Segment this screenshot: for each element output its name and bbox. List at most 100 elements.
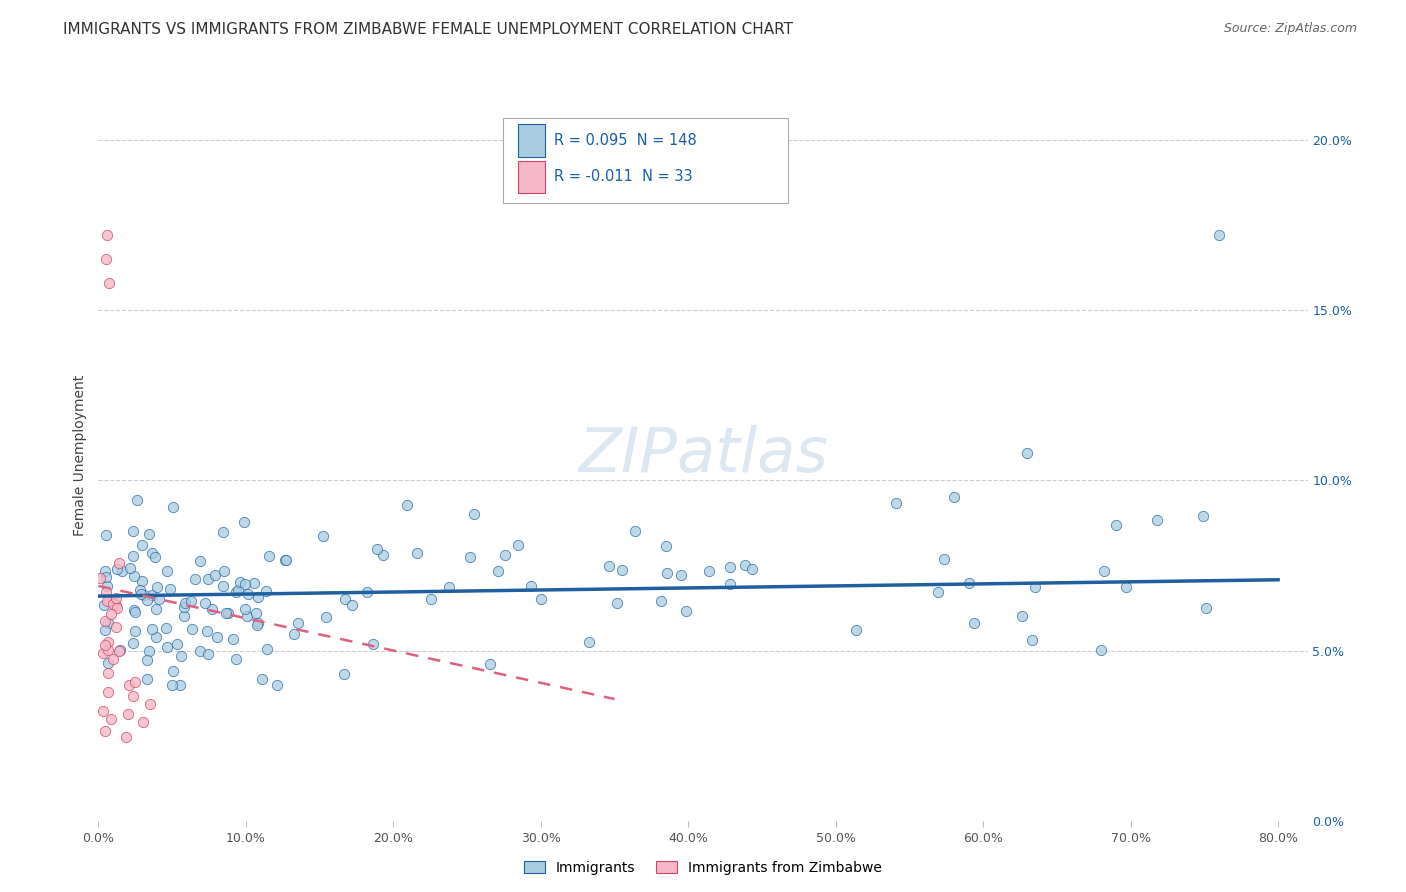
Point xyxy=(188,554,211,568)
Point xyxy=(283,627,305,641)
Point xyxy=(122,569,145,583)
Text: IMMIGRANTS VS IMMIGRANTS FROM ZIMBABWE FEMALE UNEMPLOYMENT CORRELATION CHART: IMMIGRANTS VS IMMIGRANTS FROM ZIMBABWE F… xyxy=(63,22,793,37)
Point xyxy=(169,677,191,691)
Point xyxy=(94,570,117,584)
Point xyxy=(962,616,984,631)
Point xyxy=(266,677,288,691)
Point xyxy=(131,587,153,601)
Point xyxy=(96,594,118,608)
Point xyxy=(1011,608,1033,623)
FancyBboxPatch shape xyxy=(517,161,544,194)
Point xyxy=(257,549,280,563)
Point xyxy=(105,601,128,615)
Point xyxy=(655,566,678,581)
Point xyxy=(366,542,388,557)
Point xyxy=(610,563,633,577)
Point xyxy=(247,615,270,630)
Text: R = -0.011  N = 33: R = -0.011 N = 33 xyxy=(554,169,693,185)
Point xyxy=(486,564,509,578)
Point xyxy=(162,664,184,678)
Point xyxy=(250,672,273,686)
Point xyxy=(197,648,219,662)
Point xyxy=(246,618,269,632)
Point xyxy=(131,714,153,729)
Point xyxy=(145,601,167,615)
Point xyxy=(180,593,202,607)
Point xyxy=(136,592,159,607)
Point xyxy=(420,591,443,606)
Point xyxy=(215,606,238,620)
Point xyxy=(117,706,139,721)
Point xyxy=(173,599,195,614)
Point xyxy=(122,636,145,650)
Point xyxy=(1146,513,1168,527)
Point xyxy=(578,635,600,649)
Point xyxy=(156,640,179,654)
Point xyxy=(93,638,115,652)
Point xyxy=(957,575,980,590)
Point xyxy=(134,588,156,602)
FancyBboxPatch shape xyxy=(517,124,544,157)
Point xyxy=(669,567,692,582)
Point xyxy=(201,602,224,616)
Point xyxy=(105,562,128,576)
Point xyxy=(124,624,146,639)
Point xyxy=(228,575,250,590)
Legend: Immigrants, Immigrants from Zimbabwe: Immigrants, Immigrants from Zimbabwe xyxy=(519,855,887,880)
Point xyxy=(128,582,150,597)
Point xyxy=(141,588,163,602)
Point xyxy=(100,712,122,726)
Point xyxy=(105,591,128,606)
Point xyxy=(107,643,129,657)
Point xyxy=(236,608,259,623)
Point xyxy=(97,685,120,699)
Point xyxy=(606,596,628,610)
Point xyxy=(1017,446,1039,460)
Point xyxy=(845,623,868,637)
Point xyxy=(184,572,207,586)
Point xyxy=(118,678,141,692)
Point xyxy=(655,539,678,553)
Point xyxy=(1115,580,1137,594)
Point xyxy=(225,585,247,599)
Point xyxy=(197,573,219,587)
Point xyxy=(131,574,153,589)
Point xyxy=(395,498,418,512)
Point xyxy=(718,576,741,591)
Point xyxy=(108,643,131,657)
Y-axis label: Female Unemployment: Female Unemployment xyxy=(73,375,87,535)
Point xyxy=(136,672,159,686)
Point xyxy=(146,580,169,594)
Point xyxy=(138,644,160,658)
Point xyxy=(1195,601,1218,615)
Point xyxy=(287,615,309,630)
Point xyxy=(312,529,335,543)
Point xyxy=(122,549,145,563)
Point xyxy=(675,604,697,618)
Point xyxy=(100,607,122,622)
Point xyxy=(519,579,541,593)
Point xyxy=(718,559,741,574)
Point xyxy=(195,624,218,639)
Point xyxy=(233,601,256,615)
Point xyxy=(124,675,146,690)
Point xyxy=(529,592,551,607)
Point xyxy=(127,492,149,507)
Point xyxy=(104,598,127,612)
Point xyxy=(97,643,120,657)
Point xyxy=(98,594,121,608)
Point xyxy=(274,553,297,567)
Point xyxy=(94,252,117,267)
Point xyxy=(246,590,269,604)
Point xyxy=(1208,228,1230,243)
Point xyxy=(598,558,620,573)
Point xyxy=(245,606,267,620)
Point xyxy=(734,558,756,572)
Point xyxy=(225,652,247,666)
Point xyxy=(114,730,136,744)
Text: Source: ZipAtlas.com: Source: ZipAtlas.com xyxy=(1223,22,1357,36)
Point xyxy=(141,623,163,637)
Point xyxy=(136,653,159,667)
Point xyxy=(170,648,193,663)
Point xyxy=(194,596,217,610)
